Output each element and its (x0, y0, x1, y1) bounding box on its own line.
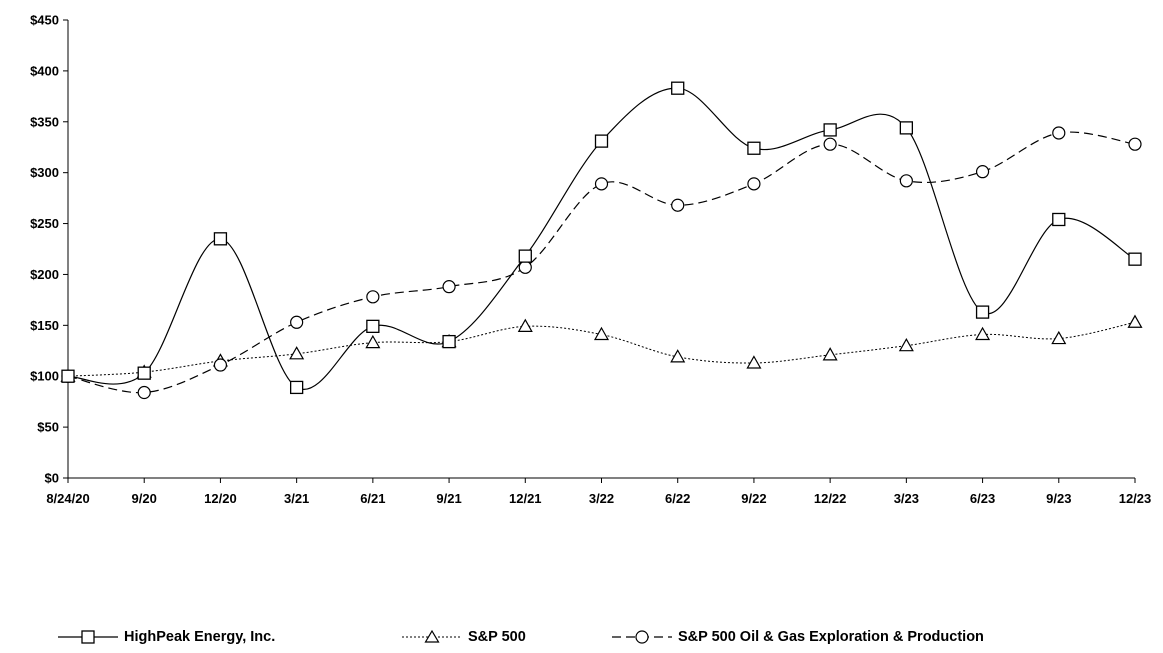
square-marker (213, 232, 228, 246)
y-tick-label: $400 (30, 63, 59, 78)
circle-marker (975, 165, 990, 179)
x-tick-label: 8/24/20 (46, 491, 89, 506)
x-tick-label: 3/21 (284, 491, 309, 506)
square-marker (366, 319, 380, 334)
triangle-marker (1051, 330, 1067, 345)
y-tick-label: $150 (30, 318, 59, 333)
square-marker (899, 121, 914, 135)
triangle-marker (822, 347, 838, 361)
circle-marker (594, 177, 609, 191)
x-tick-label: 12/21 (509, 491, 542, 506)
y-tick-label: $0 (45, 471, 59, 486)
square-marker (1128, 252, 1142, 266)
y-tick-label: $350 (30, 114, 59, 129)
y-tick-labels: $0 $50 $100 $150 $200 $250 $300 $350 $400 $450 (30, 13, 68, 486)
y-tick-label: $250 (30, 216, 59, 231)
series-group (60, 81, 1143, 400)
legend-item-oilgas: S&P 500 Oil & Gas Exploration & Producti… (612, 622, 984, 652)
x-tick-label: 3/22 (589, 491, 614, 506)
x-tick-labels: 8/24/20 9/20 12/20 3/21 6/21 9/21 12/21 3/22 6/2… (46, 478, 1151, 506)
square-marker (823, 123, 837, 137)
circle-marker (1128, 137, 1142, 151)
series-2 (61, 126, 1142, 400)
circle-marker (442, 280, 456, 294)
series-0 (61, 81, 1142, 395)
triangle-marker (365, 334, 381, 349)
square-marker (594, 134, 609, 148)
line-chart: $0 $50 $100 $150 $200 $250 $300 $350 $400 $450 8/… (30, 13, 1151, 507)
square-marker (137, 366, 151, 380)
circle-marker (899, 174, 913, 188)
series-line (67, 131, 1136, 394)
x-tick-label: 9/22 (741, 491, 766, 506)
circle-marker (366, 290, 380, 304)
circle-marker (671, 198, 685, 212)
triangle-marker (1127, 314, 1143, 328)
legend-item-highpeak: HighPeak Energy, Inc. (58, 622, 275, 652)
x-tick-label: 6/21 (360, 491, 385, 506)
square-marker (518, 249, 532, 263)
circle-marker (213, 358, 228, 372)
triangle-marker (289, 346, 305, 360)
square-marker (442, 334, 456, 349)
y-tick-label: $100 (30, 369, 59, 384)
legend-label-oilgas: S&P 500 Oil & Gas Exploration & Producti… (678, 629, 984, 645)
circle-marker (747, 177, 761, 191)
legend-item-sp500: S&P 500 (402, 622, 526, 652)
square-marker (289, 380, 304, 395)
legend-circle-marker-icon (612, 630, 672, 644)
legend-square-marker-icon (58, 630, 118, 644)
legend: HighPeak Energy, Inc. S&P 500 S&P 500 Oi… (0, 622, 1163, 652)
circle-marker (137, 385, 151, 400)
triangle-marker (898, 337, 914, 352)
circle-marker (823, 137, 837, 151)
legend-label-sp500: S&P 500 (468, 629, 526, 645)
x-tick-label: 9/21 (436, 491, 461, 506)
x-tick-label: 12/23 (1119, 491, 1152, 506)
x-tick-label: 9/23 (1046, 491, 1071, 506)
square-marker (61, 369, 75, 383)
series-line (67, 87, 1136, 391)
y-tick-label: $200 (30, 267, 59, 282)
square-marker (1052, 212, 1066, 227)
x-tick-label: 12/20 (204, 491, 237, 506)
x-tick-label: 12/22 (814, 491, 847, 506)
triangle-marker (746, 355, 762, 369)
x-tick-label: 9/20 (132, 491, 157, 506)
legend-triangle-marker-icon (402, 629, 462, 643)
x-tick-label: 6/22 (665, 491, 690, 506)
y-tick-label: $450 (30, 13, 59, 28)
x-tick-label: 6/23 (970, 491, 995, 506)
triangle-marker (670, 349, 686, 363)
circle-marker (1052, 126, 1066, 140)
x-axis: 8/24/20 9/20 12/20 3/21 6/21 9/21 12/21 3/22 6/2… (46, 477, 1151, 506)
square-marker (747, 141, 761, 155)
legend-label-highpeak: HighPeak Energy, Inc. (124, 629, 276, 645)
x-tick-label: 3/23 (894, 491, 919, 506)
y-axis: $0 $50 $100 $150 $200 $250 $300 $350 $400 $450 (30, 13, 69, 486)
triangle-marker (975, 326, 991, 341)
square-marker (671, 81, 685, 95)
circle-marker (518, 260, 532, 274)
y-tick-label: $300 (30, 165, 59, 180)
triangle-marker (593, 326, 610, 341)
square-marker (975, 305, 990, 319)
y-tick-label: $50 (37, 420, 59, 435)
triangle-marker (517, 318, 533, 332)
circle-marker (290, 315, 304, 329)
series-1 (60, 314, 1143, 382)
